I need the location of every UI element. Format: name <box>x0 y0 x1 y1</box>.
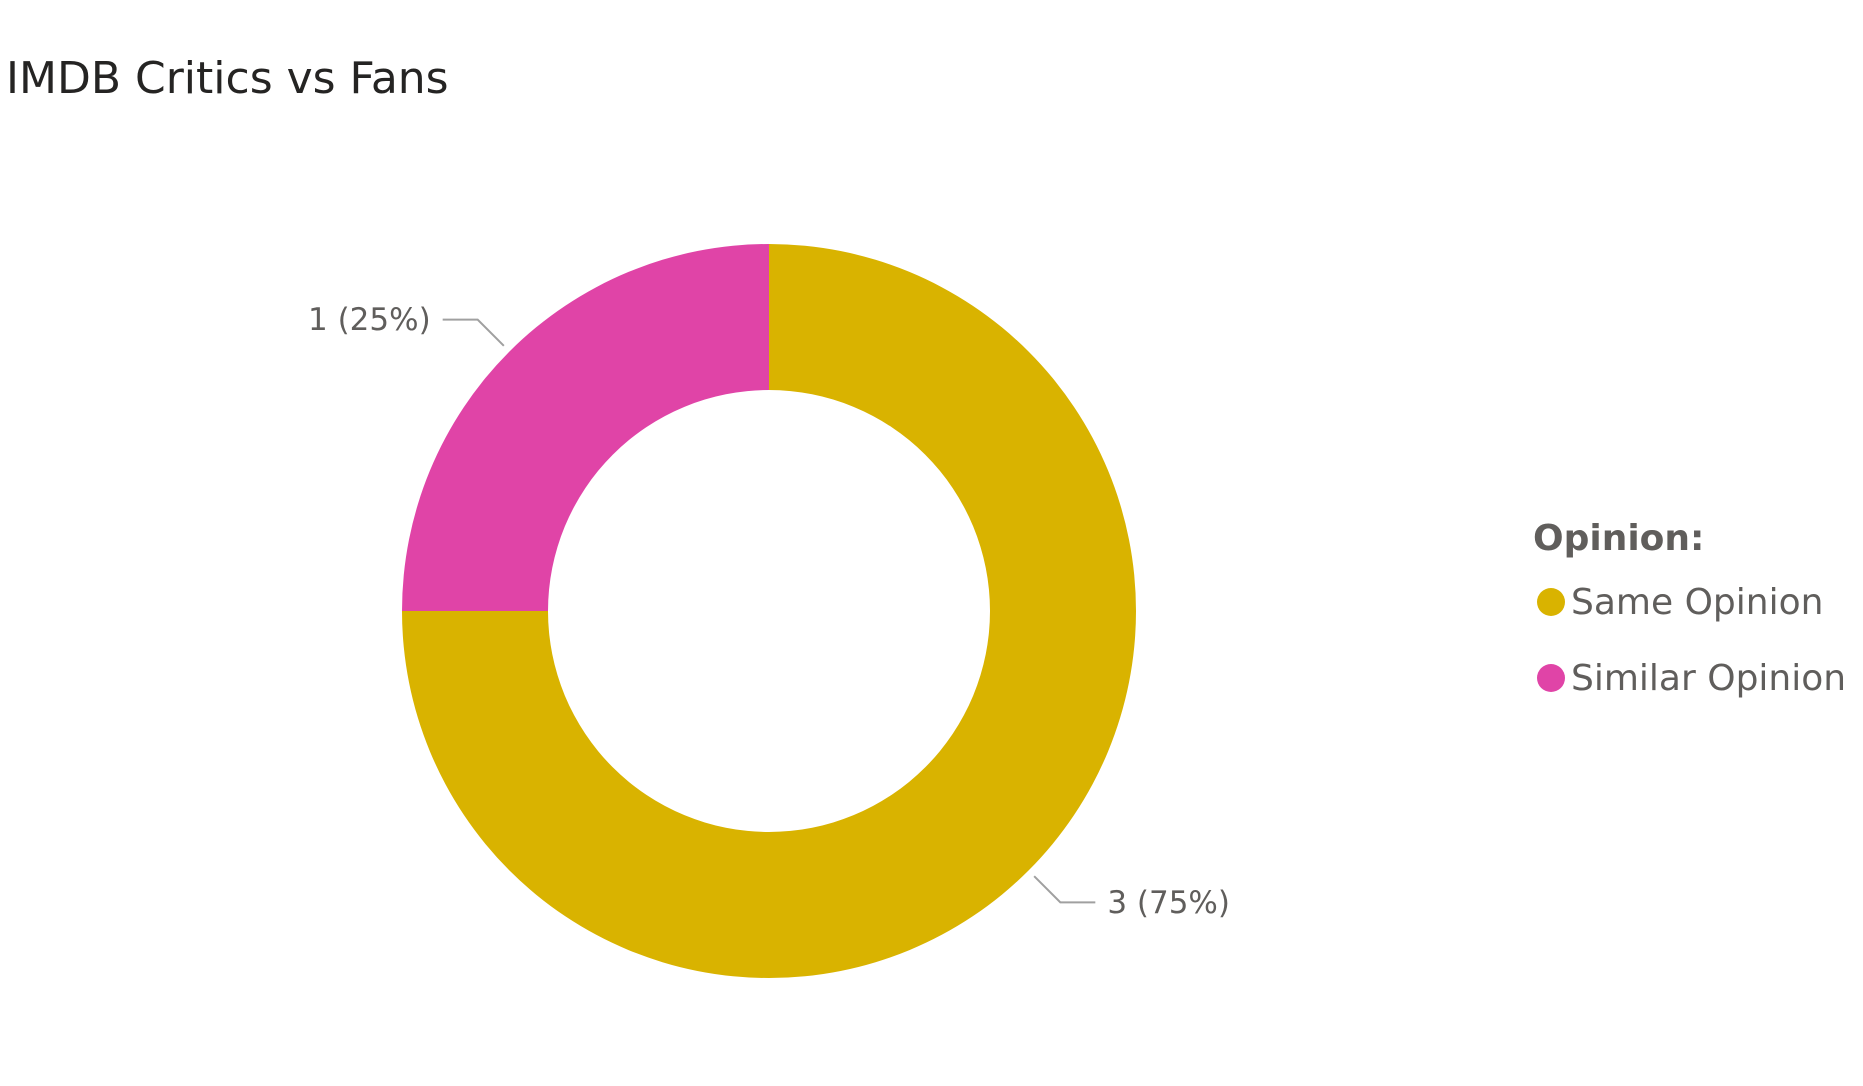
leader-line <box>442 318 505 347</box>
legend-label: Similar Opinion <box>1571 658 1846 699</box>
leader-line <box>1033 875 1096 904</box>
legend-title: Opinion: <box>1533 518 1704 559</box>
donut-slice <box>402 244 769 611</box>
legend-marker <box>1537 588 1565 616</box>
donut-slice <box>402 244 1136 978</box>
data-label: 3 (75%) <box>1107 885 1230 921</box>
legend-label: Same Opinion <box>1571 582 1823 623</box>
data-label: 1 (25%) <box>308 302 431 338</box>
chart-title: IMDB Critics vs Fans <box>6 53 449 104</box>
legend-marker <box>1537 664 1565 692</box>
